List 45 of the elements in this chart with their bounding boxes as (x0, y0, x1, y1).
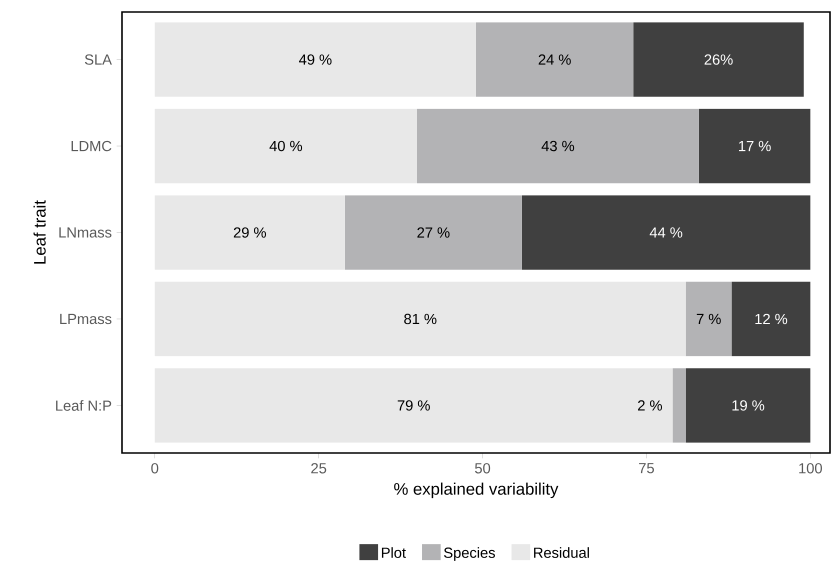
legend-label: Residual (534, 547, 589, 558)
y-tick-label: LNmass (59, 227, 112, 238)
x-tick-label: 0 (151, 463, 158, 474)
data-label: 81 % (404, 314, 436, 324)
y-tick-label: LDMC (72, 140, 112, 152)
x-axis-title: % explained variability (394, 482, 558, 498)
bar (154, 282, 686, 356)
y-tick-label: LPmass (60, 314, 112, 324)
data-label: 27 % (417, 227, 450, 238)
bar (672, 368, 686, 443)
y-axis-title: Leaf trait (33, 200, 46, 264)
bar (154, 108, 417, 184)
bar (686, 368, 810, 443)
bar (732, 282, 810, 356)
bar (154, 22, 476, 97)
x-tick-label: 25 (311, 463, 326, 474)
data-label: 12 % (755, 314, 788, 324)
bar (476, 22, 634, 97)
data-label: 19 % (732, 400, 764, 411)
legend-label: Species (444, 547, 495, 561)
bar (522, 195, 810, 270)
bar (686, 282, 732, 356)
data-label: 79 % (398, 400, 430, 411)
data-label: 43 % (542, 140, 574, 152)
bar (633, 22, 804, 97)
data-label: 44 % (650, 227, 682, 238)
legend-label: Plot (382, 547, 406, 558)
data-label: 26% (704, 54, 733, 65)
data-label: 40 % (270, 140, 302, 152)
data-label: 49 % (299, 54, 332, 65)
bar (154, 195, 345, 270)
y-tick-label: SLA (84, 54, 112, 65)
x-tick-label: 50 (474, 463, 490, 474)
y-tick-label: Leaf N:P (56, 400, 112, 411)
bar (698, 108, 810, 184)
bar (154, 368, 673, 443)
bar (417, 108, 699, 184)
x-tick-label: 75 (639, 463, 654, 474)
data-label: 24 % (538, 54, 571, 65)
bar (344, 195, 522, 270)
data-label: 7 % (696, 314, 721, 324)
data-label: 29 % (234, 227, 266, 238)
data-label: 2 % (638, 400, 662, 411)
x-tick-label: 100 (799, 463, 822, 474)
data-label: 17 % (739, 140, 771, 152)
